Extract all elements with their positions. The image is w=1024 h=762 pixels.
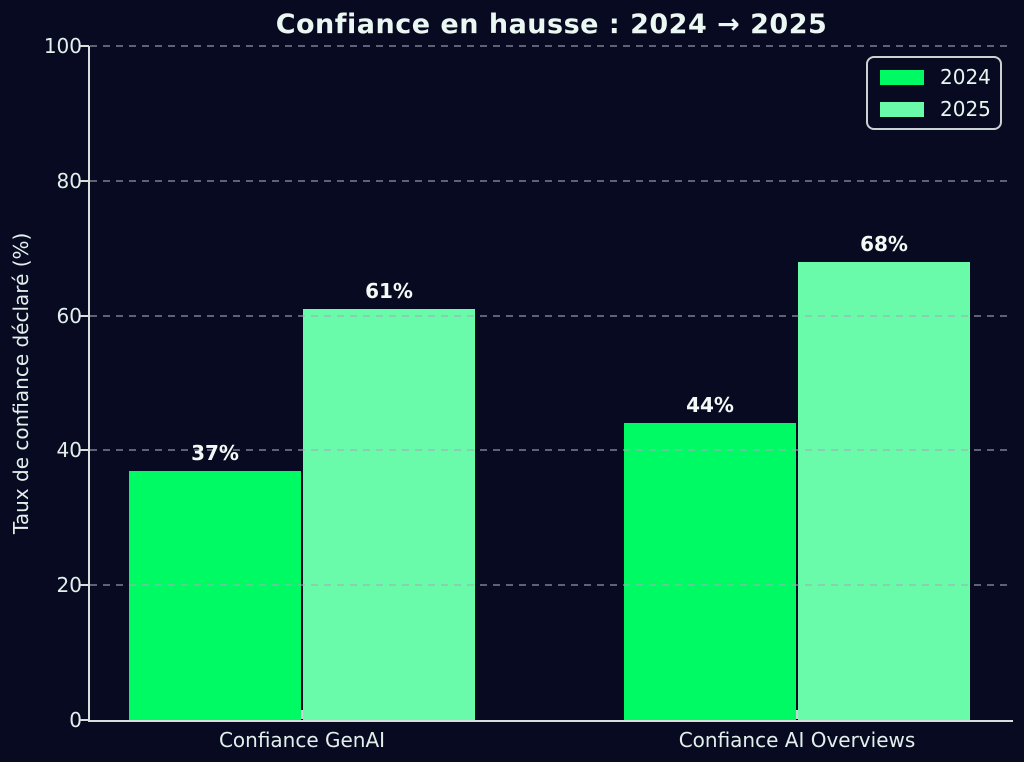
y-tick-mark: [80, 584, 89, 587]
grid-layer: [90, 45, 1013, 720]
legend-label-2024: 2024: [940, 65, 991, 89]
plot-area: 37% 61% 44% 68%: [88, 45, 1013, 722]
legend: 2024 2025: [866, 56, 1002, 130]
bar-layer: [90, 46, 1013, 720]
y-tick-label: 60: [56, 303, 82, 328]
y-tick-label: 100: [43, 34, 82, 58]
y-tick-label: 20: [56, 573, 82, 598]
bar-value-label: 68%: [860, 231, 908, 256]
bar-2024-confiance-ai-overviews: [624, 423, 796, 720]
bar-2024-confiance-genai: [129, 470, 301, 720]
gridline: [90, 179, 1013, 182]
y-tick-mark: [80, 449, 89, 452]
y-tick-mark: [80, 45, 89, 47]
y-tick-label: 80: [56, 168, 82, 193]
x-tick-label-confiance-ai-overviews: Confiance AI Overviews: [678, 728, 916, 752]
legend-row-2025: 2025: [880, 97, 991, 121]
bar-value-label: 61%: [365, 278, 413, 303]
x-tick-mark: [796, 710, 798, 719]
legend-row-2024: 2024: [880, 65, 991, 89]
x-tick-label-confiance-genai: Confiance GenAI: [218, 728, 386, 752]
legend-label-2025: 2025: [940, 97, 991, 121]
gridline: [90, 584, 1013, 587]
bar-2025-confiance-genai: [303, 308, 475, 720]
y-tick-label: 0: [69, 708, 82, 732]
y-tick-mark: [80, 314, 89, 317]
y-tick-mark: [80, 179, 89, 182]
x-tick-mark: [301, 710, 303, 719]
y-tick-mark: [80, 719, 89, 721]
bar-value-label: 37%: [191, 440, 239, 465]
gridline: [90, 449, 1013, 452]
chart-title: Confiance en hausse : 2024 → 2025: [275, 9, 828, 40]
legend-swatch-2025: [880, 101, 924, 117]
bar-value-label: 44%: [686, 393, 734, 418]
y-tick-label: 40: [56, 438, 82, 463]
y-axis-spine: [88, 46, 90, 722]
bar-value-labels-layer: 37% 61% 44% 68%: [90, 46, 1013, 720]
gridline: [90, 45, 1013, 47]
y-axis-title: Taux de confiance déclaré (%): [9, 232, 33, 534]
gridline: [90, 314, 1013, 317]
x-axis-spine: [88, 720, 1013, 722]
legend-swatch-2024: [880, 69, 924, 85]
bar-2025-confiance-ai-overviews: [798, 261, 970, 720]
